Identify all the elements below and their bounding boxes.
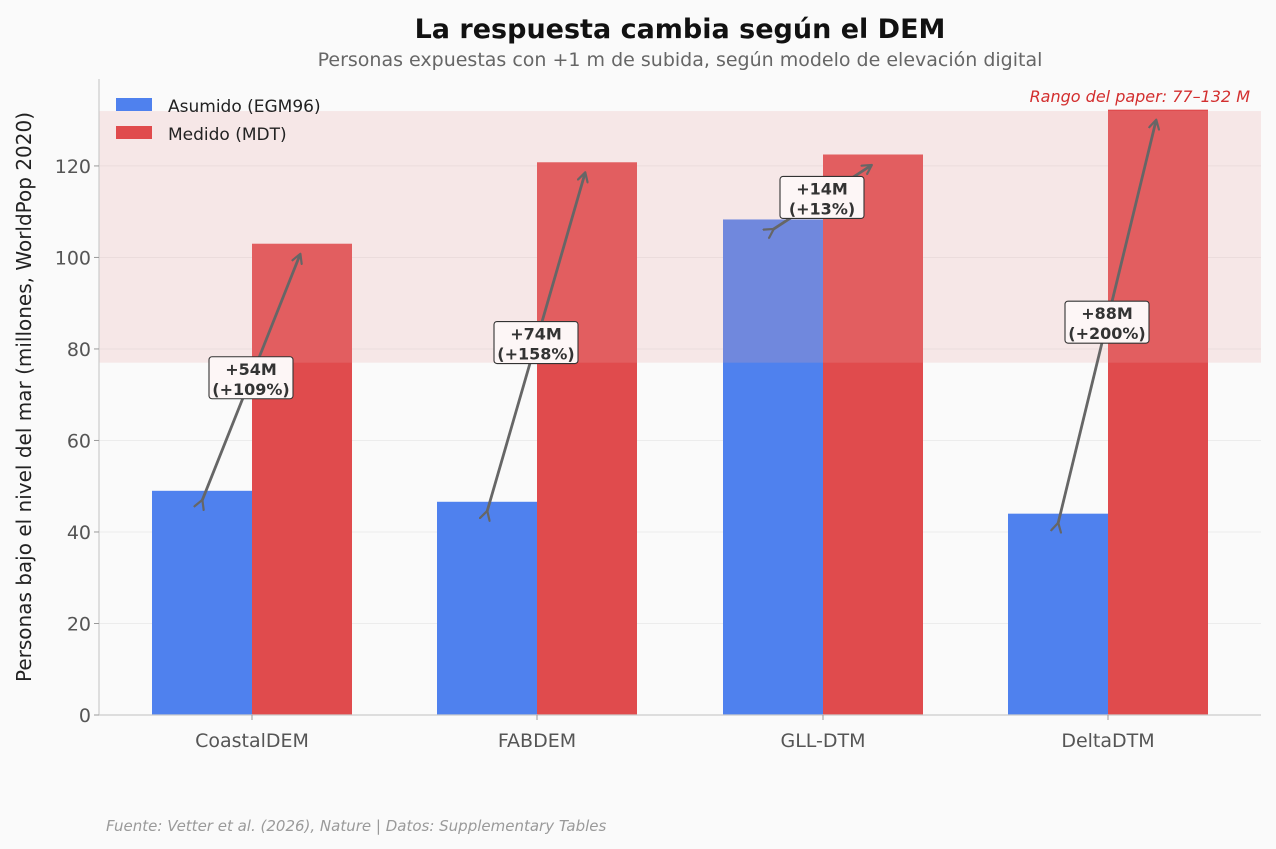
annotation-box (1064, 300, 1150, 344)
legend-label-asumido: Asumido (EGM96) (168, 97, 321, 117)
y-tick-label: 20 (67, 613, 91, 635)
bar-asumido-gll-dtm (723, 219, 823, 716)
bar-medido-gll-dtm (823, 154, 923, 715)
y-tick-label: 40 (67, 522, 91, 544)
bar-asumido-coastaldem (152, 490, 252, 715)
annotation-delta: +14M (796, 179, 848, 198)
annotation-box (208, 356, 294, 400)
x-tick-label-gll-dtm: GLL-DTM (780, 730, 865, 752)
legend-swatch-asumido (116, 98, 152, 111)
y-axis-label: Personas bajo el nivel del mar (millones… (12, 112, 36, 682)
y-tick-label: 60 (67, 430, 91, 452)
band-label: Rango del paper: 77–132 M (1030, 87, 1251, 106)
annotation-percent: (+109%) (212, 380, 289, 399)
y-tick-label: 80 (67, 339, 91, 361)
annotation-percent: (+13%) (789, 199, 855, 218)
bar-asumido-deltadtm (1008, 513, 1108, 715)
x-tick-label-coastaldem: CoastalDEM (195, 730, 309, 752)
annotation-percent: (+200%) (1068, 324, 1145, 343)
annotation-delta: +88M (1081, 304, 1133, 323)
y-tick-label: 120 (55, 156, 91, 178)
legend: Asumido (EGM96) Medido (MDT) (116, 97, 321, 145)
annotation-delta: +74M (510, 325, 562, 344)
annotation-box (779, 175, 865, 220)
y-tick-label: 100 (55, 247, 91, 269)
source-note: Fuente: Vetter et al. (2026), Nature | D… (106, 817, 607, 835)
chart-subtitle: Personas expuestas con +1 m de subida, s… (318, 49, 1043, 71)
x-tick-label-deltadtm: DeltaDTM (1061, 730, 1154, 752)
bar-asumido-fabdem (437, 501, 537, 715)
annotation-box (493, 320, 579, 365)
annotation-delta: +54M (225, 360, 277, 379)
annotation-percent: (+158%) (497, 345, 574, 364)
legend-label-medido: Medido (MDT) (168, 125, 287, 145)
legend-swatch-medido (116, 126, 152, 139)
y-tick-label: 0 (79, 705, 91, 727)
x-tick-label-fabdem: FABDEM (498, 730, 576, 752)
chart-title: La respuesta cambia según el DEM (415, 14, 946, 45)
plot-area: 0 20 40 60 80 100 120 CoastalDEM FABDEM GLL-DTM De… (55, 79, 1261, 752)
